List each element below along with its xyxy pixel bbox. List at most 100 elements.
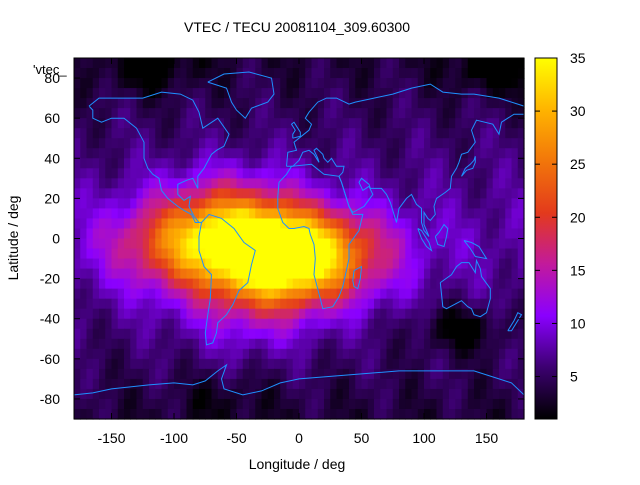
heat-cell — [111, 148, 119, 159]
heat-cell — [380, 228, 388, 240]
heat-cell — [449, 348, 456, 360]
coastline-borneo — [434, 223, 449, 248]
heat-cell — [167, 188, 175, 199]
heat-cell — [317, 218, 325, 230]
heat-cell — [286, 268, 294, 280]
heat-cell — [330, 368, 338, 380]
heat-cell — [505, 368, 513, 380]
heat-cell — [92, 228, 100, 240]
heat-cell — [399, 58, 406, 69]
heat-cell — [336, 318, 344, 330]
heat-cell — [461, 328, 469, 340]
heat-cell — [367, 168, 375, 179]
heat-cell — [449, 298, 456, 310]
heat-cell — [355, 138, 363, 149]
heat-cell — [167, 328, 175, 340]
heat-cell — [467, 138, 475, 149]
heat-cell — [361, 88, 369, 99]
heat-cell — [149, 408, 156, 420]
heat-cell — [199, 288, 206, 300]
y-tick-label: 60 — [44, 110, 60, 126]
heat-cell — [436, 108, 444, 119]
heat-cell — [117, 398, 125, 410]
heat-cell — [155, 58, 163, 69]
heat-cell — [86, 268, 94, 280]
heat-cell — [280, 308, 288, 320]
heat-cell — [392, 218, 400, 230]
heat-cell — [242, 228, 250, 240]
heat-cell — [467, 338, 475, 350]
heat-cell — [92, 258, 100, 270]
heat-cell — [249, 138, 256, 149]
heat-cell — [492, 168, 500, 179]
heat-cell — [186, 248, 194, 260]
heat-cell — [261, 258, 269, 270]
heat-cell — [392, 368, 400, 380]
heat-cell — [355, 258, 363, 270]
heat-cell — [155, 348, 163, 360]
heat-cell — [99, 288, 106, 300]
heat-cell — [486, 358, 494, 370]
y-tick-label: 20 — [44, 190, 60, 206]
heat-cell — [205, 358, 213, 370]
heat-cell — [230, 238, 238, 250]
heat-cell — [311, 358, 319, 370]
heat-cell — [167, 68, 175, 79]
heat-cell — [455, 378, 463, 390]
heat-cell — [461, 288, 469, 300]
heat-cell — [230, 358, 238, 370]
heat-cell — [324, 158, 331, 169]
heat-cell — [117, 178, 125, 189]
heat-cell — [261, 398, 269, 410]
heat-cell — [317, 278, 325, 290]
heat-cell — [386, 188, 394, 199]
heat-cell — [349, 268, 356, 280]
heat-cell — [92, 188, 100, 199]
heat-cell — [161, 208, 169, 220]
heat-cell — [399, 268, 406, 280]
heat-cell — [111, 98, 119, 109]
heat-cell — [99, 118, 106, 129]
heat-cell — [117, 258, 125, 270]
heat-cell — [336, 148, 344, 159]
heat-cell — [474, 398, 481, 410]
heat-cell — [224, 248, 231, 260]
heat-cell — [499, 68, 506, 79]
heat-cell — [349, 108, 356, 119]
heat-cell — [130, 408, 138, 420]
heat-cell — [99, 158, 106, 169]
heat-cell — [149, 118, 156, 129]
heat-cell — [305, 338, 313, 350]
heat-cell — [242, 168, 250, 179]
heat-cell — [299, 258, 306, 270]
heat-cell — [280, 118, 288, 129]
heat-cell — [99, 178, 106, 189]
heat-cell — [467, 178, 475, 189]
heat-cell — [392, 158, 400, 169]
heat-cell — [155, 98, 163, 109]
heat-cell — [280, 338, 288, 350]
heat-cell — [480, 58, 488, 69]
heat-cell — [211, 238, 219, 250]
heat-cell — [411, 58, 419, 69]
heat-cell — [224, 58, 231, 69]
heat-cell — [411, 258, 419, 270]
heat-cell — [142, 298, 150, 310]
heat-cell — [417, 118, 425, 129]
heat-cell — [430, 368, 438, 380]
heat-cell — [405, 128, 413, 139]
heat-cell — [399, 78, 406, 89]
heat-cell — [361, 98, 369, 109]
heat-cell — [449, 168, 456, 179]
heat-cell — [286, 218, 294, 230]
heat-cell — [480, 338, 488, 350]
heat-cell — [380, 238, 388, 250]
heat-cell — [336, 348, 344, 360]
heat-cell — [499, 328, 506, 340]
heat-cell — [274, 118, 281, 129]
heat-cell — [186, 228, 194, 240]
heat-cell — [230, 58, 238, 69]
heat-cell — [442, 278, 450, 290]
heat-cell — [499, 98, 506, 109]
heat-cell — [149, 268, 156, 280]
